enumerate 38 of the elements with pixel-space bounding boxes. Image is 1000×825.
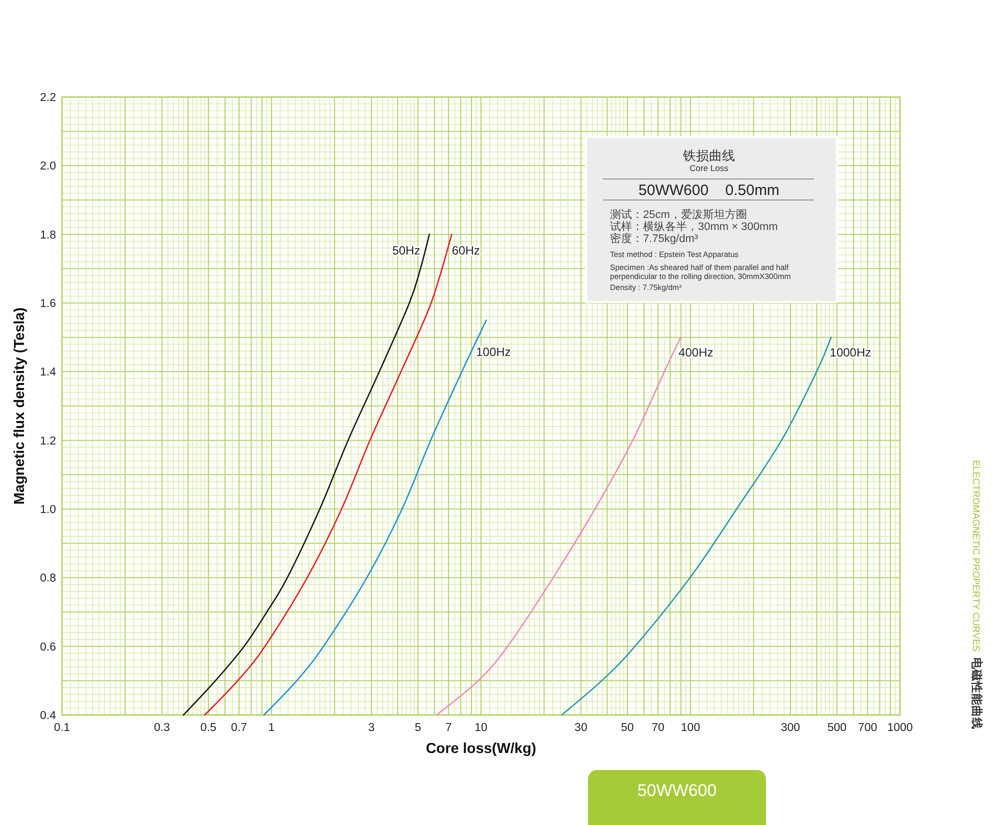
text: Core Loss	[690, 163, 728, 173]
x-axis-title: Core loss(W/kg)	[426, 741, 536, 757]
y-axis-title: Magnetic flux density (Tesla)	[12, 307, 28, 505]
x-tick-label: 30	[574, 722, 588, 734]
text: 铁损曲线	[682, 148, 735, 163]
y-tick-label: 1.2	[40, 435, 56, 448]
x-tick-label: 1000	[887, 722, 913, 734]
y-tick-label: 1.0	[40, 504, 56, 516]
y-tick-label: 1.8	[40, 229, 56, 242]
text: ELECTROMAGNETIC PROPERTY CURVES	[970, 460, 981, 652]
x-tick-label: 3	[368, 722, 375, 734]
annotation: 密度：7.75kg/dm³	[610, 232, 698, 245]
text: 50WW600	[637, 781, 717, 800]
x-tick-label: 0.1	[54, 722, 70, 734]
x-tick-label: 10	[474, 722, 488, 734]
x-tick-label: 500	[827, 722, 847, 734]
y-tick-label: 0.8	[40, 572, 56, 585]
y-tick-label: 0.6	[40, 641, 56, 654]
x-tick-label: 0.3	[154, 722, 170, 734]
x-tick-label: 50	[621, 722, 634, 734]
x-tick-label: 300	[780, 722, 800, 734]
y-tick-label: 0.4	[40, 710, 57, 722]
x-tick-label: 100	[680, 722, 700, 734]
y-tick-label: 2.0	[40, 160, 56, 173]
x-tick-label: 7	[445, 722, 452, 734]
text: 电磁性能曲线	[970, 658, 984, 730]
x-tick-label: 0.5	[200, 722, 216, 734]
annotation: 测试：25cm，爱泼斯坦方圈	[610, 208, 747, 221]
x-tick-label: 5	[414, 722, 422, 734]
x-tick-label: 1	[268, 722, 275, 734]
x-tick-label: 700	[858, 722, 878, 734]
x-tick-label: 0.7	[231, 722, 248, 734]
y-tick-label: 2.2	[40, 92, 56, 104]
annotation: 50WW600 0.50mm	[638, 182, 780, 199]
y-tick-label: 1.4	[40, 366, 57, 379]
x-tick-label: 70	[652, 722, 664, 734]
y-tick-label: 1.6	[40, 298, 56, 310]
annotation: 试样：横纵各半，30mm × 300mm	[610, 220, 778, 233]
